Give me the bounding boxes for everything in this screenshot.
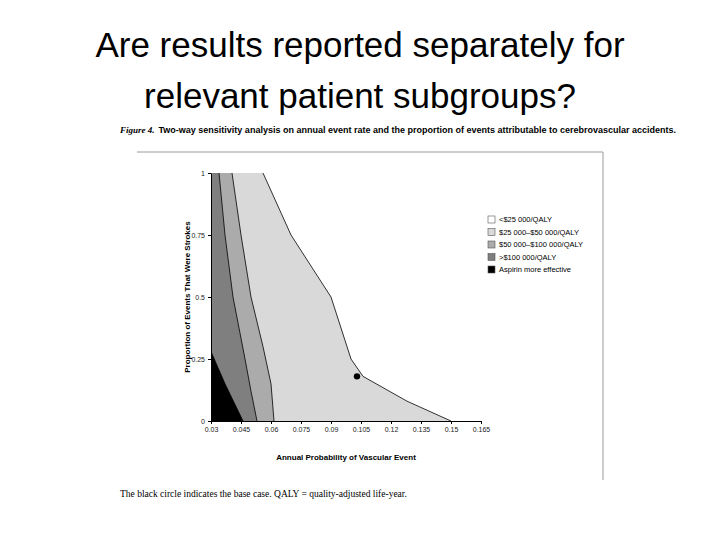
y-tick-label: 0.25 bbox=[191, 356, 205, 363]
x-tick: 0.105 bbox=[353, 421, 371, 433]
x-tick-mark bbox=[271, 421, 272, 424]
x-tick: 0.09 bbox=[325, 421, 339, 433]
x-tick-mark bbox=[421, 421, 422, 424]
plot-area bbox=[211, 173, 481, 421]
x-tick-label: 0.12 bbox=[385, 426, 399, 433]
y-tick-label: 0.5 bbox=[195, 294, 205, 301]
x-tick-mark bbox=[481, 421, 482, 424]
y-tick: 0.25 bbox=[191, 356, 211, 363]
x-tick-mark bbox=[391, 421, 392, 424]
y-tick-mark bbox=[208, 173, 211, 174]
legend-swatch bbox=[488, 216, 495, 223]
legend-swatch bbox=[488, 229, 495, 236]
x-tick-label: 0.03 bbox=[205, 426, 219, 433]
y-tick: 0 bbox=[201, 418, 211, 425]
x-tick: 0.075 bbox=[293, 421, 311, 433]
legend-swatch bbox=[488, 241, 495, 248]
region-fill bbox=[211, 352, 243, 421]
x-axis: 0.03 0.045 0.06 0.075 0.09 0.105 0.12 0.135 0.15… bbox=[205, 421, 491, 433]
figure-caption: Figure 4. Two-way sensitivity analysis on… bbox=[119, 125, 676, 135]
x-tick-label: 0.075 bbox=[293, 426, 311, 433]
x-tick: 0.06 bbox=[265, 421, 279, 433]
x-tick-mark bbox=[241, 421, 242, 424]
x-axis-line bbox=[212, 421, 482, 422]
legend-label: $25 000–$50 000/QALY bbox=[499, 228, 579, 237]
slide-title: relevant patient subgroups? bbox=[144, 76, 576, 115]
legend-label: Aspirin more effective bbox=[499, 265, 571, 274]
region-fill bbox=[211, 173, 257, 421]
x-axis-title: Annual Probability of Vascular Event bbox=[276, 453, 416, 462]
x-tick-label: 0.045 bbox=[233, 426, 251, 433]
x-tick-label: 0.135 bbox=[413, 426, 431, 433]
legend-swatch bbox=[488, 266, 495, 273]
y-tick-mark bbox=[208, 359, 211, 360]
figure-frame bbox=[137, 152, 603, 480]
x-tick-mark bbox=[361, 421, 362, 424]
x-tick-label: 0.165 bbox=[473, 426, 491, 433]
y-tick-mark bbox=[208, 297, 211, 298]
y-tick-label: 0 bbox=[201, 418, 205, 425]
x-tick: 0.12 bbox=[385, 421, 399, 433]
x-tick-label: 0.06 bbox=[265, 426, 279, 433]
x-tick-label: 0.09 bbox=[325, 426, 339, 433]
slide: Are results reported separately for relev… bbox=[0, 0, 720, 540]
x-tick: 0.135 bbox=[413, 421, 431, 433]
y-tick-mark bbox=[208, 421, 211, 422]
legend-label: >$100 000/QALY bbox=[499, 253, 556, 262]
region-fill bbox=[211, 173, 451, 421]
x-tick: 0.045 bbox=[233, 421, 251, 433]
x-tick-label: 0.105 bbox=[353, 426, 371, 433]
y-tick-label: 1 bbox=[201, 170, 205, 177]
region-boundary bbox=[211, 352, 243, 421]
slide-title: Are results reported separately for bbox=[95, 25, 624, 64]
x-tick: 0.03 bbox=[205, 421, 219, 433]
x-tick-mark bbox=[301, 421, 302, 424]
legend-label: <$25 000/QALY bbox=[499, 215, 552, 224]
region-background bbox=[211, 173, 481, 421]
legend-label: $50 000–$100 000/QALY bbox=[499, 240, 583, 249]
y-tick-mark bbox=[208, 235, 211, 236]
x-tick: 0.15 bbox=[445, 421, 459, 433]
region-boundary bbox=[263, 173, 451, 421]
footnote: The black circle indicates the base case… bbox=[120, 489, 407, 499]
x-tick-mark bbox=[331, 421, 332, 424]
y-axis-title: Proportion of Events That Were Strokes bbox=[183, 221, 192, 373]
y-tick: 1 bbox=[201, 170, 211, 177]
y-tick: 0.5 bbox=[195, 294, 211, 301]
legend: <$25 000/QALY $25 000–$50 000/QALY $50 000… bbox=[488, 215, 583, 274]
y-tick: 0.75 bbox=[191, 232, 211, 239]
y-tick-label: 0.75 bbox=[191, 232, 205, 239]
figure-title: Two-way sensitivity analysis on annual e… bbox=[159, 125, 676, 135]
x-tick-mark bbox=[451, 421, 452, 424]
x-tick: 0.165 bbox=[473, 421, 491, 433]
region-fill bbox=[211, 173, 274, 421]
legend-swatch bbox=[488, 254, 495, 261]
x-tick-label: 0.15 bbox=[445, 426, 459, 433]
figure-label: Figure 4. bbox=[119, 125, 155, 135]
y-axis-line bbox=[211, 174, 212, 422]
base-case-point bbox=[354, 373, 360, 379]
y-axis: 0 0.25 0.5 0.75 1 bbox=[191, 170, 211, 425]
